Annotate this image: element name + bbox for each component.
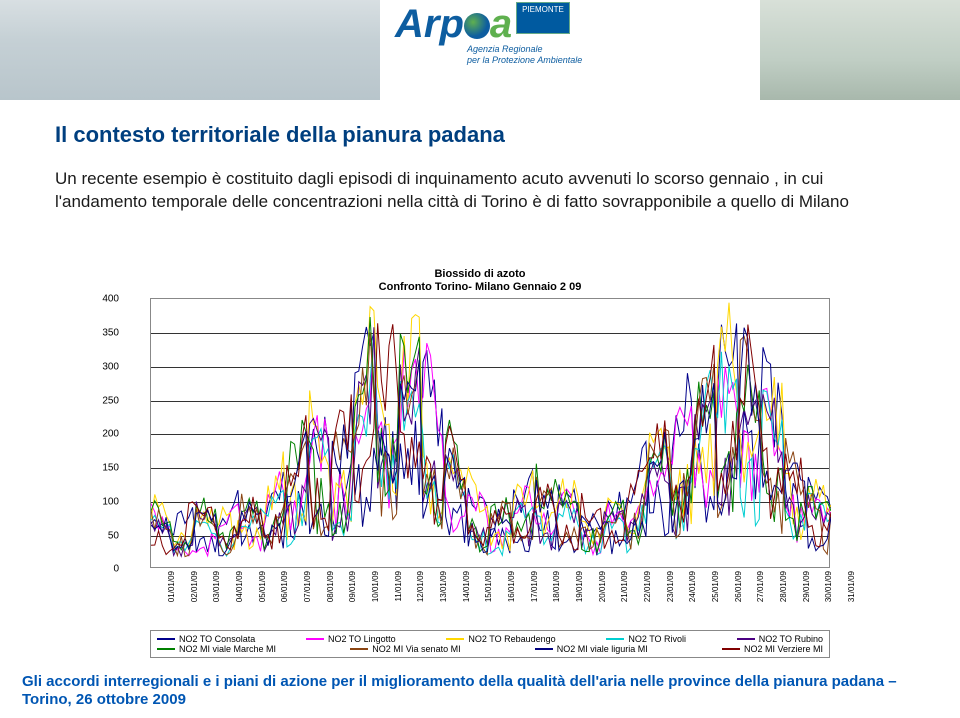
x-tick-label: 18/01/09 <box>552 571 561 602</box>
y-tick-label: 350 <box>102 328 119 339</box>
x-tick-label: 13/01/09 <box>439 571 448 602</box>
legend-label: NO2 MI viale liguria MI <box>557 644 648 654</box>
x-tick-label: 03/01/09 <box>212 571 221 602</box>
x-tick-label: 06/01/09 <box>280 571 289 602</box>
x-tick-label: 27/01/09 <box>756 571 765 602</box>
chart-container: Biossido di azotoConfronto Torino- Milan… <box>130 268 830 658</box>
x-tick-label: 16/01/09 <box>507 571 516 602</box>
x-tick-label: 04/01/09 <box>235 571 244 602</box>
x-tick-label: 08/01/09 <box>326 571 335 602</box>
x-tick-label: 09/01/09 <box>348 571 357 602</box>
y-tick-label: 50 <box>108 530 119 541</box>
arpa-logo: Arpa PIEMONTE Agenzia Regionale per la P… <box>395 2 565 97</box>
x-tick-label: 28/01/09 <box>779 571 788 602</box>
y-tick-label: 400 <box>102 294 119 305</box>
x-tick-label: 26/01/09 <box>734 571 743 602</box>
x-tick-label: 07/01/09 <box>303 571 312 602</box>
legend-item: NO2 TO Rebaudengo <box>446 634 555 644</box>
x-tick-label: 24/01/09 <box>688 571 697 602</box>
line-chart-svg <box>151 299 831 569</box>
x-tick-label: 19/01/09 <box>575 571 584 602</box>
legend-item: NO2 MI Via senato MI <box>350 644 460 654</box>
x-tick-label: 29/01/09 <box>802 571 811 602</box>
legend-item: NO2 TO Lingotto <box>306 634 396 644</box>
slide-title: Il contesto territoriale della pianura p… <box>55 120 505 150</box>
legend-label: NO2 MI Verziere MI <box>744 644 823 654</box>
logo-subtitle-1: Agenzia Regionale <box>467 44 543 54</box>
x-tick-label: 14/01/09 <box>462 571 471 602</box>
legend-swatch <box>606 638 624 640</box>
x-tick-label: 21/01/09 <box>620 571 629 602</box>
x-tick-label: 25/01/09 <box>711 571 720 602</box>
legend-item: NO2 MI Verziere MI <box>722 644 823 654</box>
legend-swatch <box>535 648 553 650</box>
header-image-right <box>760 0 960 100</box>
x-tick-label: 12/01/09 <box>416 571 425 602</box>
x-tick-label: 01/01/09 <box>167 571 176 602</box>
body-paragraph: Un recente esempio è costituito dagli ep… <box>55 168 885 214</box>
legend-label: NO2 TO Lingotto <box>328 634 396 644</box>
legend-label: NO2 MI Via senato MI <box>372 644 460 654</box>
legend-swatch <box>157 648 175 650</box>
legend-item: NO2 MI viale Marche MI <box>157 644 276 654</box>
legend-label: NO2 TO Rebaudengo <box>468 634 555 644</box>
legend-label: NO2 TO Rivoli <box>628 634 686 644</box>
x-tick-label: 30/01/09 <box>824 571 833 602</box>
y-tick-label: 200 <box>102 429 119 440</box>
x-axis-labels: 01/01/0902/01/0903/01/0904/01/0905/01/09… <box>171 571 851 629</box>
legend-item: NO2 TO Rubino <box>737 634 823 644</box>
legend-item: NO2 TO Consolata <box>157 634 255 644</box>
footer-text: Gli accordi interregionali e i piani di … <box>22 673 938 711</box>
x-tick-label: 15/01/09 <box>484 571 493 602</box>
header-image-left <box>0 0 380 100</box>
legend-swatch <box>446 638 464 640</box>
x-tick-label: 11/01/09 <box>394 571 403 602</box>
x-tick-label: 02/01/09 <box>190 571 199 602</box>
chart-legend: NO2 TO Consolata NO2 TO Lingotto NO2 TO Re… <box>150 630 830 658</box>
legend-label: NO2 TO Consolata <box>179 634 255 644</box>
legend-label: NO2 TO Rubino <box>759 634 823 644</box>
x-tick-label: 31/01/09 <box>847 571 856 602</box>
legend-item: NO2 MI viale liguria MI <box>535 644 648 654</box>
x-tick-label: 05/01/09 <box>258 571 267 602</box>
logo-subtitle-2: per la Protezione Ambientale <box>467 55 582 65</box>
y-tick-label: 0 <box>113 564 119 575</box>
main-content: Il contesto territoriale della pianura p… <box>55 120 905 214</box>
legend-label: NO2 MI viale Marche MI <box>179 644 276 654</box>
y-tick-label: 150 <box>102 463 119 474</box>
header-banner: Arpa PIEMONTE Agenzia Regionale per la P… <box>0 0 960 100</box>
legend-item: NO2 TO Rivoli <box>606 634 686 644</box>
piemonte-flag: PIEMONTE <box>516 2 570 34</box>
x-tick-label: 22/01/09 <box>643 571 652 602</box>
x-tick-label: 20/01/09 <box>598 571 607 602</box>
y-tick-label: 100 <box>102 496 119 507</box>
legend-swatch <box>737 638 755 640</box>
x-tick-label: 10/01/09 <box>371 571 380 602</box>
legend-swatch <box>306 638 324 640</box>
legend-swatch <box>157 638 175 640</box>
legend-swatch <box>350 648 368 650</box>
x-tick-label: 17/01/09 <box>530 571 539 602</box>
legend-swatch <box>722 648 740 650</box>
chart-plot-area: 050100150200250300350400 01/01/0902/01/0… <box>150 298 830 568</box>
x-tick-label: 23/01/09 <box>666 571 675 602</box>
y-tick-label: 250 <box>102 395 119 406</box>
y-tick-label: 300 <box>102 361 119 372</box>
chart-title: Biossido di azotoConfronto Torino- Milan… <box>130 268 830 294</box>
